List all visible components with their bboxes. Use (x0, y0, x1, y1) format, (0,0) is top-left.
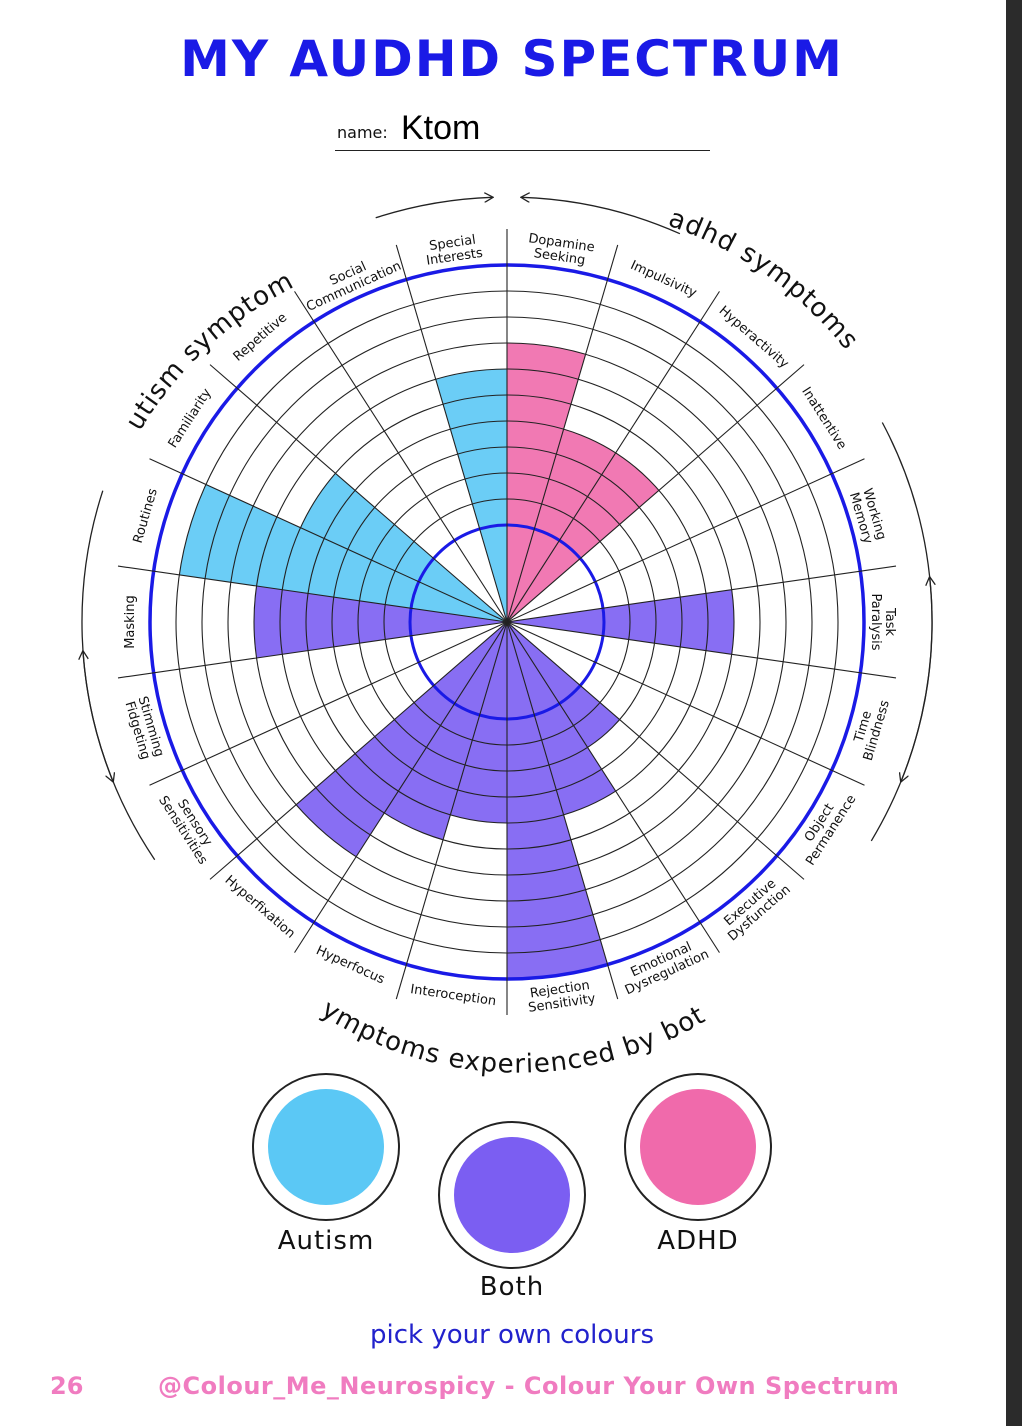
group-label-adhd: adhd symptoms (665, 203, 865, 355)
spoke (506, 244, 619, 623)
spoke (117, 621, 508, 679)
wedge-masking (253, 585, 507, 659)
sector-label: Impulsivity (628, 258, 699, 301)
sector-label: DopamineSeeking (525, 231, 595, 269)
wedge-special-interests (435, 369, 507, 622)
sector-label: Inattentive (798, 385, 849, 453)
sector-label: SensorySensitivities (155, 786, 222, 868)
sector-label: Familiarity (166, 386, 215, 451)
spoke (506, 364, 805, 623)
wedge-hyperfocus (384, 622, 507, 840)
wedge-rejection-sensitivity (507, 622, 608, 979)
sector-label: Hyperfocus (314, 943, 388, 987)
wedge-interoception (450, 622, 507, 823)
spoke (395, 244, 508, 623)
legend-label-autism: Autism (277, 1226, 375, 1256)
spoke (506, 621, 619, 1000)
spoke (149, 458, 508, 623)
sector-label: Hyperfixation (222, 873, 298, 942)
sector-label: Routines (131, 487, 161, 546)
group-arrow (870, 578, 932, 842)
legend-fill-both (454, 1137, 570, 1253)
name-field[interactable]: name: Ktom (335, 108, 710, 151)
wedge-emotional-dysregulation (507, 622, 616, 815)
spectrum-wheel-chart: DopamineSeekingImpulsivityHyperactivityI… (0, 0, 1024, 1080)
group-arrow (375, 197, 493, 219)
group-arrow (881, 422, 933, 782)
spoke (294, 291, 508, 623)
wedge-routines (179, 484, 507, 622)
wedge-impulsivity (507, 429, 616, 622)
page-title: MY AUDHD SPECTRUM (180, 30, 844, 88)
sector-label: SpecialInterests (423, 232, 484, 269)
legend-label-both: Both (479, 1272, 545, 1302)
spoke (149, 621, 508, 786)
wedge-executive-dysfunction (507, 622, 620, 748)
wedge-hyperactivity (507, 452, 659, 622)
sector-label: ExecutiveDysfunction (716, 872, 794, 945)
legend-swatch-autism (252, 1073, 400, 1221)
group-arrows (82, 197, 933, 861)
name-value[interactable]: Ktom (401, 109, 481, 147)
spoke (506, 621, 865, 786)
page-number: 26 (50, 1372, 84, 1400)
spoke (506, 621, 720, 953)
sector-label: RejectionSensitivity (525, 977, 596, 1015)
hint-text: pick your own colours (369, 1320, 655, 1350)
legend-swatch-adhd (624, 1073, 772, 1221)
sector-label: Interoception (409, 982, 497, 1009)
chart-grid (117, 229, 897, 1015)
sector-label: Masking (123, 595, 138, 649)
spoke (294, 621, 508, 953)
legend-fill-autism (268, 1089, 384, 1205)
spoke (506, 621, 805, 880)
legend-fill-adhd (640, 1089, 756, 1205)
spoke (506, 291, 720, 623)
footer-credit: @Colour_Me_Neurospicy - Colour Your Own … (158, 1372, 900, 1400)
chart-wedges (179, 343, 734, 979)
spoke (506, 621, 897, 679)
group-arrow (83, 652, 156, 861)
name-label: name: (337, 123, 388, 142)
spoke (506, 458, 865, 623)
spoke (395, 621, 508, 1000)
spoke (209, 621, 508, 880)
group-arrow (522, 197, 681, 235)
spoke (209, 364, 508, 623)
sector-label: TaskParalysis (868, 594, 897, 651)
wedge-familiarity (300, 473, 507, 622)
wedge-hyperfixation (296, 622, 507, 857)
spoke (117, 565, 508, 623)
spoke (506, 565, 897, 623)
legend-swatch-both (438, 1121, 586, 1269)
legend-label-adhd: ADHD (657, 1226, 739, 1256)
wedge-task-paralysis (507, 589, 734, 655)
wedge-dopamine-seeking (507, 343, 586, 622)
sector-label: SocialCommunication (298, 246, 403, 315)
